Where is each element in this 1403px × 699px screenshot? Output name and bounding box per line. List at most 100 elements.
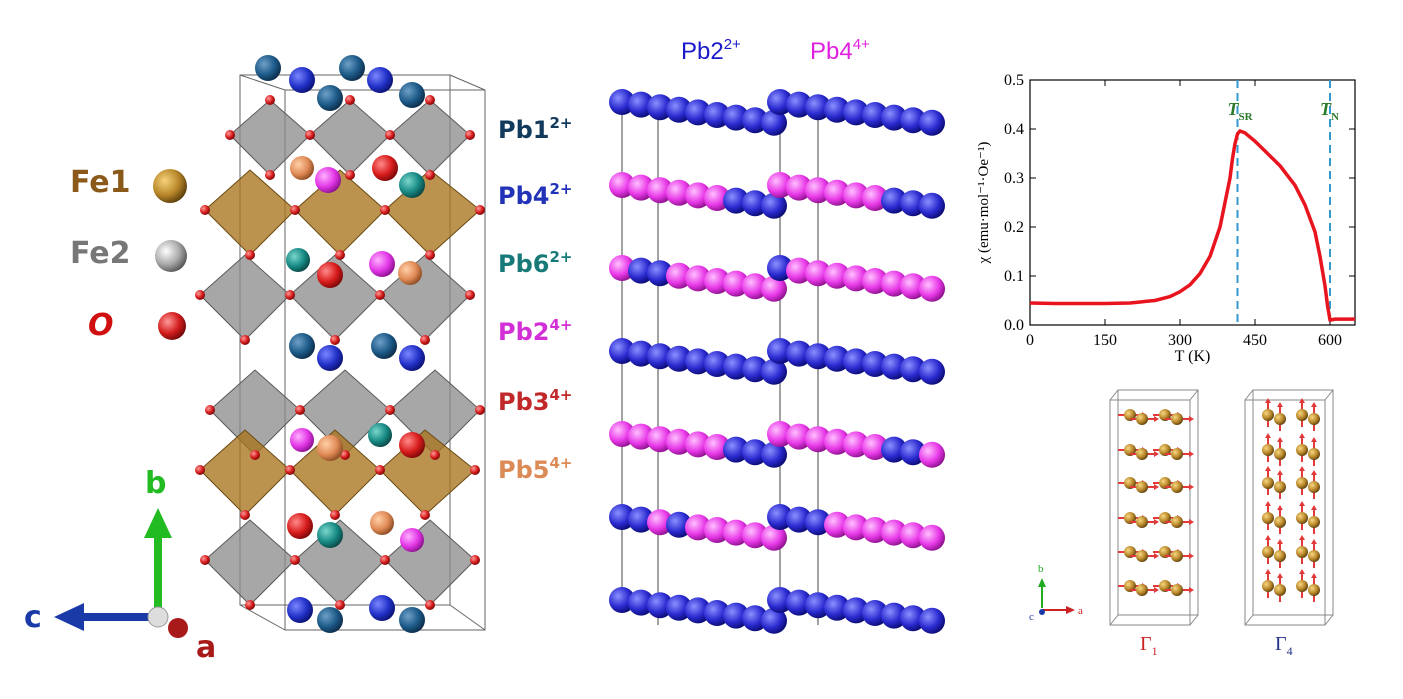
pb-atom xyxy=(685,265,711,292)
fe-atom xyxy=(1296,580,1308,592)
pb-atom xyxy=(805,94,831,121)
x-tick-label: 0 xyxy=(1026,332,1034,349)
pb-atom xyxy=(786,174,812,201)
pb-atom xyxy=(704,102,730,128)
pb-atom xyxy=(900,356,926,383)
fe-atom xyxy=(1171,584,1183,596)
pb-atom xyxy=(761,607,787,634)
pb-atom xyxy=(685,182,711,209)
pb-atom xyxy=(666,179,692,206)
pb-atom xyxy=(824,179,850,206)
pb-atom xyxy=(900,273,926,300)
pb-atom xyxy=(767,338,793,364)
pb-site-label: Pb54+ xyxy=(498,454,573,484)
pb-atom xyxy=(919,607,945,634)
pb-atom xyxy=(786,589,812,616)
pb-atom xyxy=(685,514,711,541)
fe-atom xyxy=(1274,584,1286,596)
pb-atom xyxy=(723,270,749,297)
pb-atom xyxy=(742,273,768,300)
fe-atom xyxy=(1262,444,1274,456)
axis-a-label: a xyxy=(196,630,217,665)
pb-atom xyxy=(742,356,768,383)
legend-fe2-label: Fe2 xyxy=(70,236,131,271)
legend-o-sphere xyxy=(158,312,186,340)
pb-atom xyxy=(919,441,945,468)
pb-atom xyxy=(767,172,793,198)
fe-atom xyxy=(1308,550,1320,562)
x-tick-label: 150 xyxy=(1093,332,1117,349)
layer-label-pb4: Pb44+ xyxy=(810,36,870,65)
pb-atom xyxy=(609,421,635,447)
pb-atom xyxy=(862,517,888,543)
axis-triad xyxy=(54,508,188,638)
fe-atom xyxy=(1296,546,1308,558)
pb-atom xyxy=(900,522,926,549)
pb-atom xyxy=(685,348,711,375)
pb-atom xyxy=(666,96,692,123)
pb-atom xyxy=(843,514,869,541)
pb-atom xyxy=(666,511,692,538)
pb-site-label: Pb42+ xyxy=(498,180,573,210)
pb-atom xyxy=(786,423,812,450)
pb-atom xyxy=(767,255,793,281)
fe-atom xyxy=(1262,546,1274,558)
pb-atom xyxy=(723,602,749,629)
pb-atom xyxy=(666,428,692,455)
fe-atom xyxy=(1296,477,1308,489)
pb-atom xyxy=(919,109,945,136)
fe-atom xyxy=(1308,481,1320,493)
pb-atom xyxy=(824,428,850,455)
pb-atom xyxy=(609,587,635,613)
pb-atom xyxy=(862,102,888,128)
small-axis-b-label: b xyxy=(1038,563,1044,575)
pb-atom xyxy=(761,358,787,385)
pb-atom xyxy=(666,262,692,289)
pb-atom xyxy=(824,594,850,621)
pb-atom xyxy=(843,431,869,458)
spin-configuration-panels: b c a Γ1 Γ4 xyxy=(1029,389,1334,658)
fe-atom xyxy=(1136,413,1148,425)
pb-site-label: Pb34+ xyxy=(498,386,573,416)
pb-layers xyxy=(609,89,945,634)
fe-atom xyxy=(1171,516,1183,528)
pb-atom xyxy=(742,190,768,217)
pb-atom xyxy=(704,517,730,543)
pb-atom xyxy=(786,506,812,533)
pb-atom xyxy=(666,345,692,372)
transition-label: TN xyxy=(1320,99,1339,123)
pb-atom xyxy=(609,504,635,530)
axis-b-label: b xyxy=(145,466,167,501)
pb-atom xyxy=(609,338,635,364)
pb-atom xyxy=(628,91,654,118)
pb-atom xyxy=(881,104,907,131)
pb-atom xyxy=(881,602,907,629)
pb-atom xyxy=(628,506,654,533)
crystal-structure xyxy=(195,55,486,633)
pb-atom xyxy=(805,509,831,536)
y-tick-label: 0.5 xyxy=(1004,72,1024,89)
pb-atom xyxy=(862,268,888,294)
pb-atom xyxy=(628,257,654,284)
pb-atom xyxy=(805,343,831,370)
pb-atom xyxy=(786,257,812,284)
y-tick-label: 0.0 xyxy=(1004,317,1024,334)
fe-atom xyxy=(1274,413,1286,425)
fe-atom xyxy=(1262,477,1274,489)
pb-atom xyxy=(881,353,907,380)
pb-atom xyxy=(881,519,907,546)
y-tick-label: 0.3 xyxy=(1004,170,1024,187)
pb-atom xyxy=(843,182,869,209)
y-axis-label: χ (emu·mol⁻¹·Oe⁻¹) xyxy=(976,142,992,265)
fe-atom xyxy=(1296,512,1308,524)
pb-atom xyxy=(647,343,673,370)
pb-atom xyxy=(824,96,850,123)
pb-atom xyxy=(805,260,831,287)
pb-atom xyxy=(742,439,768,466)
transition-label: TSR xyxy=(1228,99,1254,123)
fe-atom xyxy=(1171,481,1183,493)
pb-atom xyxy=(881,270,907,297)
fe-atom xyxy=(1136,584,1148,596)
pb-atom xyxy=(761,275,787,302)
pb-site-label: Pb24+ xyxy=(498,316,573,346)
